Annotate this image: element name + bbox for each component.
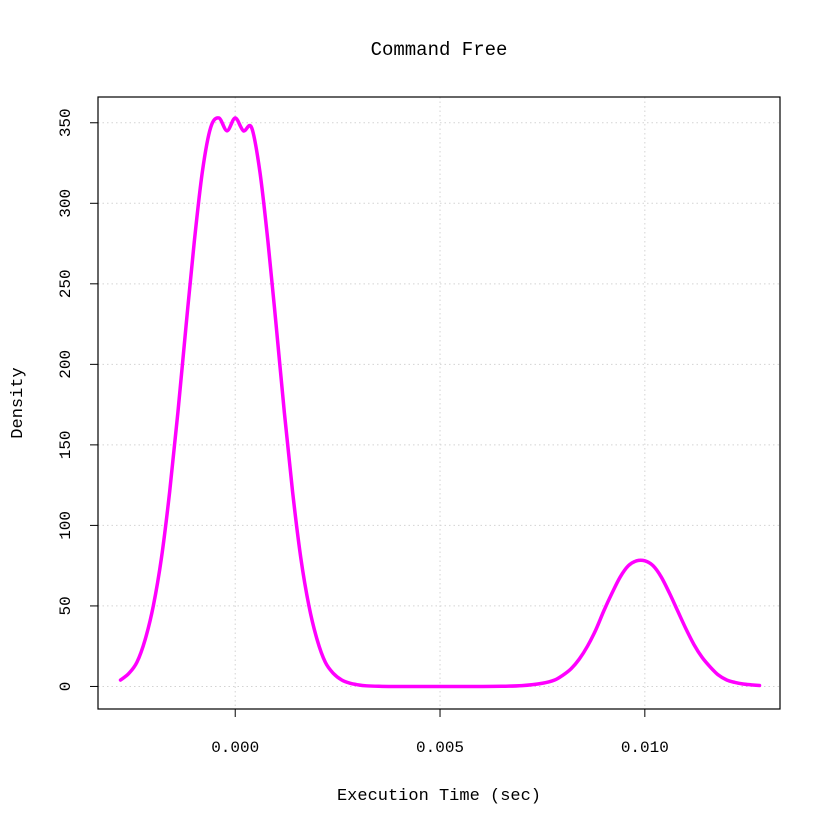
x-tick-label: 0.010	[621, 739, 669, 757]
x-axis-label: Execution Time (sec)	[337, 787, 541, 806]
y-tick-label: 100	[57, 511, 75, 540]
y-tick-label: 250	[57, 269, 75, 298]
y-tick-label: 200	[57, 350, 75, 379]
density-line	[118, 116, 762, 689]
x-tick-label: 0.005	[416, 739, 464, 757]
y-tick-label: 0	[57, 682, 75, 692]
y-tick-label: 300	[57, 189, 75, 218]
y-tick-label: 350	[57, 108, 75, 137]
chart-title: Command Free	[371, 39, 508, 61]
x-axis: 0.000 0.005 0.010	[211, 708, 669, 757]
x-tick-label: 0.000	[211, 739, 259, 757]
y-axis: 0 50 100 150 200 250 300 350	[57, 108, 99, 692]
y-tick-label: 150	[57, 430, 75, 459]
series-layer	[118, 116, 762, 689]
y-axis-label: Density	[9, 367, 28, 438]
grid-lines	[98, 97, 780, 709]
y-tick-label: 50	[57, 596, 75, 615]
